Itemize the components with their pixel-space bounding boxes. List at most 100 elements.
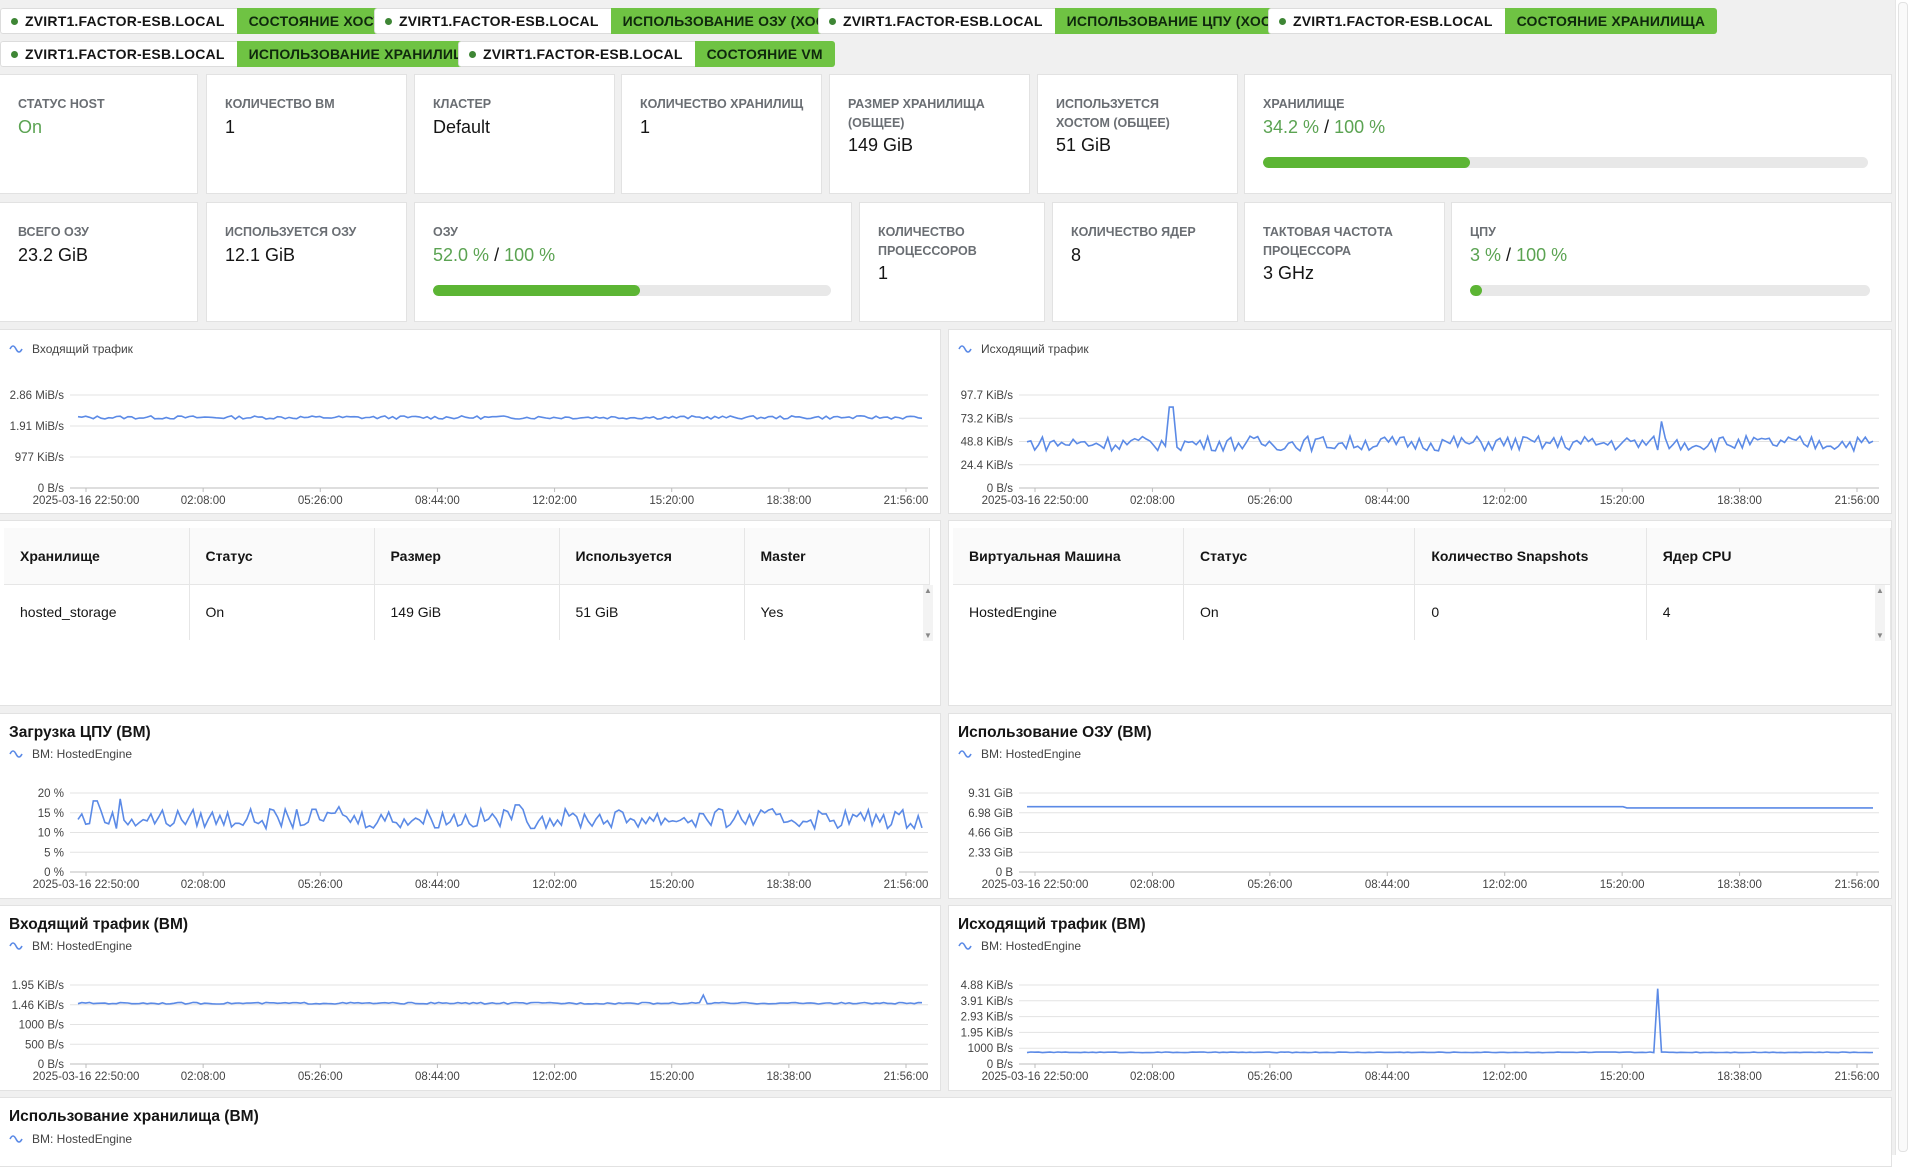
legend-wave-icon bbox=[958, 942, 972, 950]
tag-vm-state[interactable]: ZVIRT1.FACTOR-ESB.LOCAL СОСТОЯНИЕ VM bbox=[458, 41, 835, 67]
line-chart[interactable]: 9.31 GiB 6.98 GiB 4.66 GiB 2.33 GiB 0 B2025-… bbox=[949, 714, 1891, 894]
table-header-row: Хранилище Статус Размер Используется Master bbox=[4, 528, 930, 585]
stat-storage-percent: ХРАНИЛИЩЕ 34.2 % / 100 % bbox=[1244, 74, 1892, 194]
x-tick-label: 2025-03-16 22:50:00 bbox=[33, 495, 140, 507]
y-tick-label: 15 % bbox=[38, 808, 64, 820]
line-chart[interactable]: 1.95 KiB/s 1.46 KiB/s 1000 B/s 500 B/s 0 B/s… bbox=[0, 906, 940, 1086]
line-chart[interactable]: 4.88 KiB/s 3.91 KiB/s 2.93 KiB/s 1.95 KiB/s… bbox=[949, 906, 1891, 1086]
x-tick-label: 05:26:00 bbox=[298, 1071, 343, 1083]
column-header[interactable]: Виртуальная Машина bbox=[953, 528, 1184, 585]
legend-wave-icon bbox=[9, 942, 23, 950]
chart-legend[interactable]: Входящий трафик bbox=[9, 342, 133, 356]
chart-legend[interactable]: ВМ: HostedEngine bbox=[9, 1132, 132, 1146]
x-tick-label: 12:02:00 bbox=[1482, 495, 1527, 507]
y-tick-label: 1.95 KiB/s bbox=[961, 1027, 1014, 1039]
scroll-up-icon[interactable]: ▲ bbox=[1876, 586, 1884, 595]
legend-label: ВМ: HostedEngine bbox=[32, 1132, 133, 1146]
y-tick-label: 4.66 GiB bbox=[968, 828, 1013, 840]
stat-ram-used: ИСПОЛЬЗУЕТСЯ ОЗУ 12.1 GiB bbox=[206, 202, 407, 322]
column-header[interactable]: Хранилище bbox=[4, 528, 190, 585]
x-tick-label: 2025-03-16 22:50:00 bbox=[982, 495, 1089, 507]
stat-storage-count: КОЛИЧЕСТВО ХРАНИЛИЩ 1 bbox=[621, 74, 822, 194]
tag-host-text: ZVIRT1.FACTOR-ESB.LOCAL bbox=[483, 46, 683, 62]
stat-label: КОЛИЧЕСТВО ЯДЕР bbox=[1071, 225, 1196, 239]
separator: / bbox=[494, 245, 500, 265]
legend-wave-icon bbox=[958, 345, 972, 353]
series-line[interactable] bbox=[1027, 805, 1873, 809]
tag-storage-usage[interactable]: ZVIRT1.FACTOR-ESB.LOCAL ИСПОЛЬЗОВАНИЕ ХР… bbox=[0, 41, 490, 67]
table-row[interactable]: HostedEngine On 0 4 bbox=[953, 584, 1892, 640]
x-tick-label: 15:20:00 bbox=[1600, 495, 1645, 507]
x-tick-label: 08:44:00 bbox=[1365, 495, 1410, 507]
scroll-up-icon[interactable]: ▲ bbox=[924, 586, 932, 595]
stat-cpu-count: КОЛИЧЕСТВО ПРОЦЕССОРОВ 1 bbox=[859, 202, 1045, 322]
column-header[interactable]: Статус bbox=[189, 528, 375, 585]
legend-wave-icon bbox=[9, 345, 23, 353]
x-tick-label: 05:26:00 bbox=[298, 879, 343, 891]
chart-legend[interactable]: ВМ: HostedEngine bbox=[9, 939, 132, 953]
x-tick-label: 08:44:00 bbox=[1365, 1071, 1410, 1083]
x-tick-label: 18:38:00 bbox=[1717, 495, 1762, 507]
y-tick-label: 1.91 MiB/s bbox=[10, 421, 65, 433]
tag-host-text: ZVIRT1.FACTOR-ESB.LOCAL bbox=[25, 13, 225, 29]
tag-host-cpu[interactable]: ZVIRT1.FACTOR-ESB.LOCAL ИСПОЛЬЗОВАНИЕ ЦП… bbox=[818, 8, 1297, 34]
ram-progress-bar bbox=[433, 285, 831, 296]
y-tick-label: 24.4 KiB/s bbox=[961, 460, 1014, 472]
x-tick-label: 12:02:00 bbox=[532, 495, 577, 507]
stat-label: ОЗУ bbox=[433, 225, 458, 239]
line-chart[interactable]: 2.86 MiB/s 1.91 MiB/s 977 KiB/s 0 B/s2025-0… bbox=[0, 330, 940, 510]
chart-legend[interactable]: ВМ: HostedEngine bbox=[958, 747, 1081, 761]
line-chart[interactable]: 20 % 15 % 10 % 5 % 0 %2025-03-16 22:50:00 02:… bbox=[0, 714, 940, 894]
x-tick-label: 12:02:00 bbox=[1482, 879, 1527, 891]
legend-label: ВМ: HostedEngine bbox=[981, 747, 1082, 761]
tag-host-state[interactable]: ZVIRT1.FACTOR-ESB.LOCAL СОСТОЯНИЕ ХОСТА bbox=[0, 8, 404, 34]
column-header[interactable]: Master bbox=[744, 528, 930, 585]
y-tick-label: 977 KiB/s bbox=[15, 452, 64, 464]
y-tick-label: 6.98 GiB bbox=[968, 808, 1013, 820]
scroll-down-icon[interactable]: ▼ bbox=[924, 631, 932, 640]
tag-host-label: ZVIRT1.FACTOR-ESB.LOCAL bbox=[818, 8, 1055, 34]
status-dot-icon bbox=[11, 17, 18, 25]
column-header[interactable]: Ядер CPU bbox=[1646, 528, 1892, 585]
table-row[interactable]: hosted_storage On 149 GiB 51 GiB Yes bbox=[4, 584, 930, 640]
series-line[interactable] bbox=[1026, 406, 1874, 454]
tag-host-text: ZVIRT1.FACTOR-ESB.LOCAL bbox=[1293, 13, 1493, 29]
chart-title: Исходящий трафик (ВМ) bbox=[958, 916, 1146, 933]
series-line[interactable] bbox=[77, 993, 923, 1005]
x-tick-label: 21:56:00 bbox=[1835, 495, 1880, 507]
column-header[interactable]: Размер bbox=[374, 528, 560, 585]
x-tick-label: 15:20:00 bbox=[1600, 1071, 1645, 1083]
column-header[interactable]: Статус bbox=[1183, 528, 1416, 585]
x-tick-label: 18:38:00 bbox=[766, 495, 811, 507]
table-cell: 51 GiB bbox=[559, 584, 745, 640]
x-tick-label: 02:08:00 bbox=[181, 879, 226, 891]
stat-cluster: КЛАСТЕР Default bbox=[414, 74, 615, 194]
scroll-down-icon[interactable]: ▼ bbox=[1876, 631, 1884, 640]
stat-value: 1 bbox=[640, 117, 651, 137]
tag-host-label: ZVIRT1.FACTOR-ESB.LOCAL bbox=[1268, 8, 1505, 34]
x-tick-label: 15:20:00 bbox=[649, 879, 694, 891]
chart-legend[interactable]: Исходящий трафик bbox=[958, 342, 1089, 356]
tag-metric-label: ИСПОЛЬЗОВАНИЕ ОЗУ (ХОСТ) bbox=[610, 8, 852, 34]
y-tick-label: 2.93 KiB/s bbox=[961, 1012, 1014, 1024]
page-scrollbar-thumb[interactable] bbox=[1898, 2, 1908, 1152]
x-tick-label: 2025-03-16 22:50:00 bbox=[982, 1071, 1089, 1083]
table-scrollbar[interactable]: ▲ ▼ bbox=[923, 585, 933, 641]
column-header[interactable]: Используется bbox=[559, 528, 745, 585]
y-tick-label: 2.33 GiB bbox=[968, 847, 1013, 859]
chart-legend[interactable]: ВМ: HostedEngine bbox=[9, 747, 132, 761]
legend-label: Исходящий трафик bbox=[981, 342, 1089, 356]
column-header[interactable]: Количество Snapshots bbox=[1414, 528, 1647, 585]
series-line[interactable] bbox=[1026, 988, 1874, 1054]
tag-host-ram[interactable]: ZVIRT1.FACTOR-ESB.LOCAL ИСПОЛЬЗОВАНИЕ ОЗ… bbox=[374, 8, 852, 34]
x-tick-label: 05:26:00 bbox=[298, 495, 343, 507]
line-chart[interactable]: 97.7 KiB/s 73.2 KiB/s 48.8 KiB/s 24.4 KiB/s… bbox=[949, 330, 1891, 510]
series-line[interactable] bbox=[77, 798, 923, 832]
legend-wave-icon bbox=[958, 750, 972, 758]
chart-legend[interactable]: ВМ: HostedEngine bbox=[958, 939, 1081, 953]
table-scrollbar[interactable]: ▲ ▼ bbox=[1875, 585, 1885, 641]
storage-progress-bar bbox=[1263, 157, 1868, 168]
series-line[interactable] bbox=[77, 414, 923, 421]
tag-storage-state[interactable]: ZVIRT1.FACTOR-ESB.LOCAL СОСТОЯНИЕ ХРАНИЛ… bbox=[1268, 8, 1718, 34]
x-tick-label: 02:08:00 bbox=[181, 1071, 226, 1083]
